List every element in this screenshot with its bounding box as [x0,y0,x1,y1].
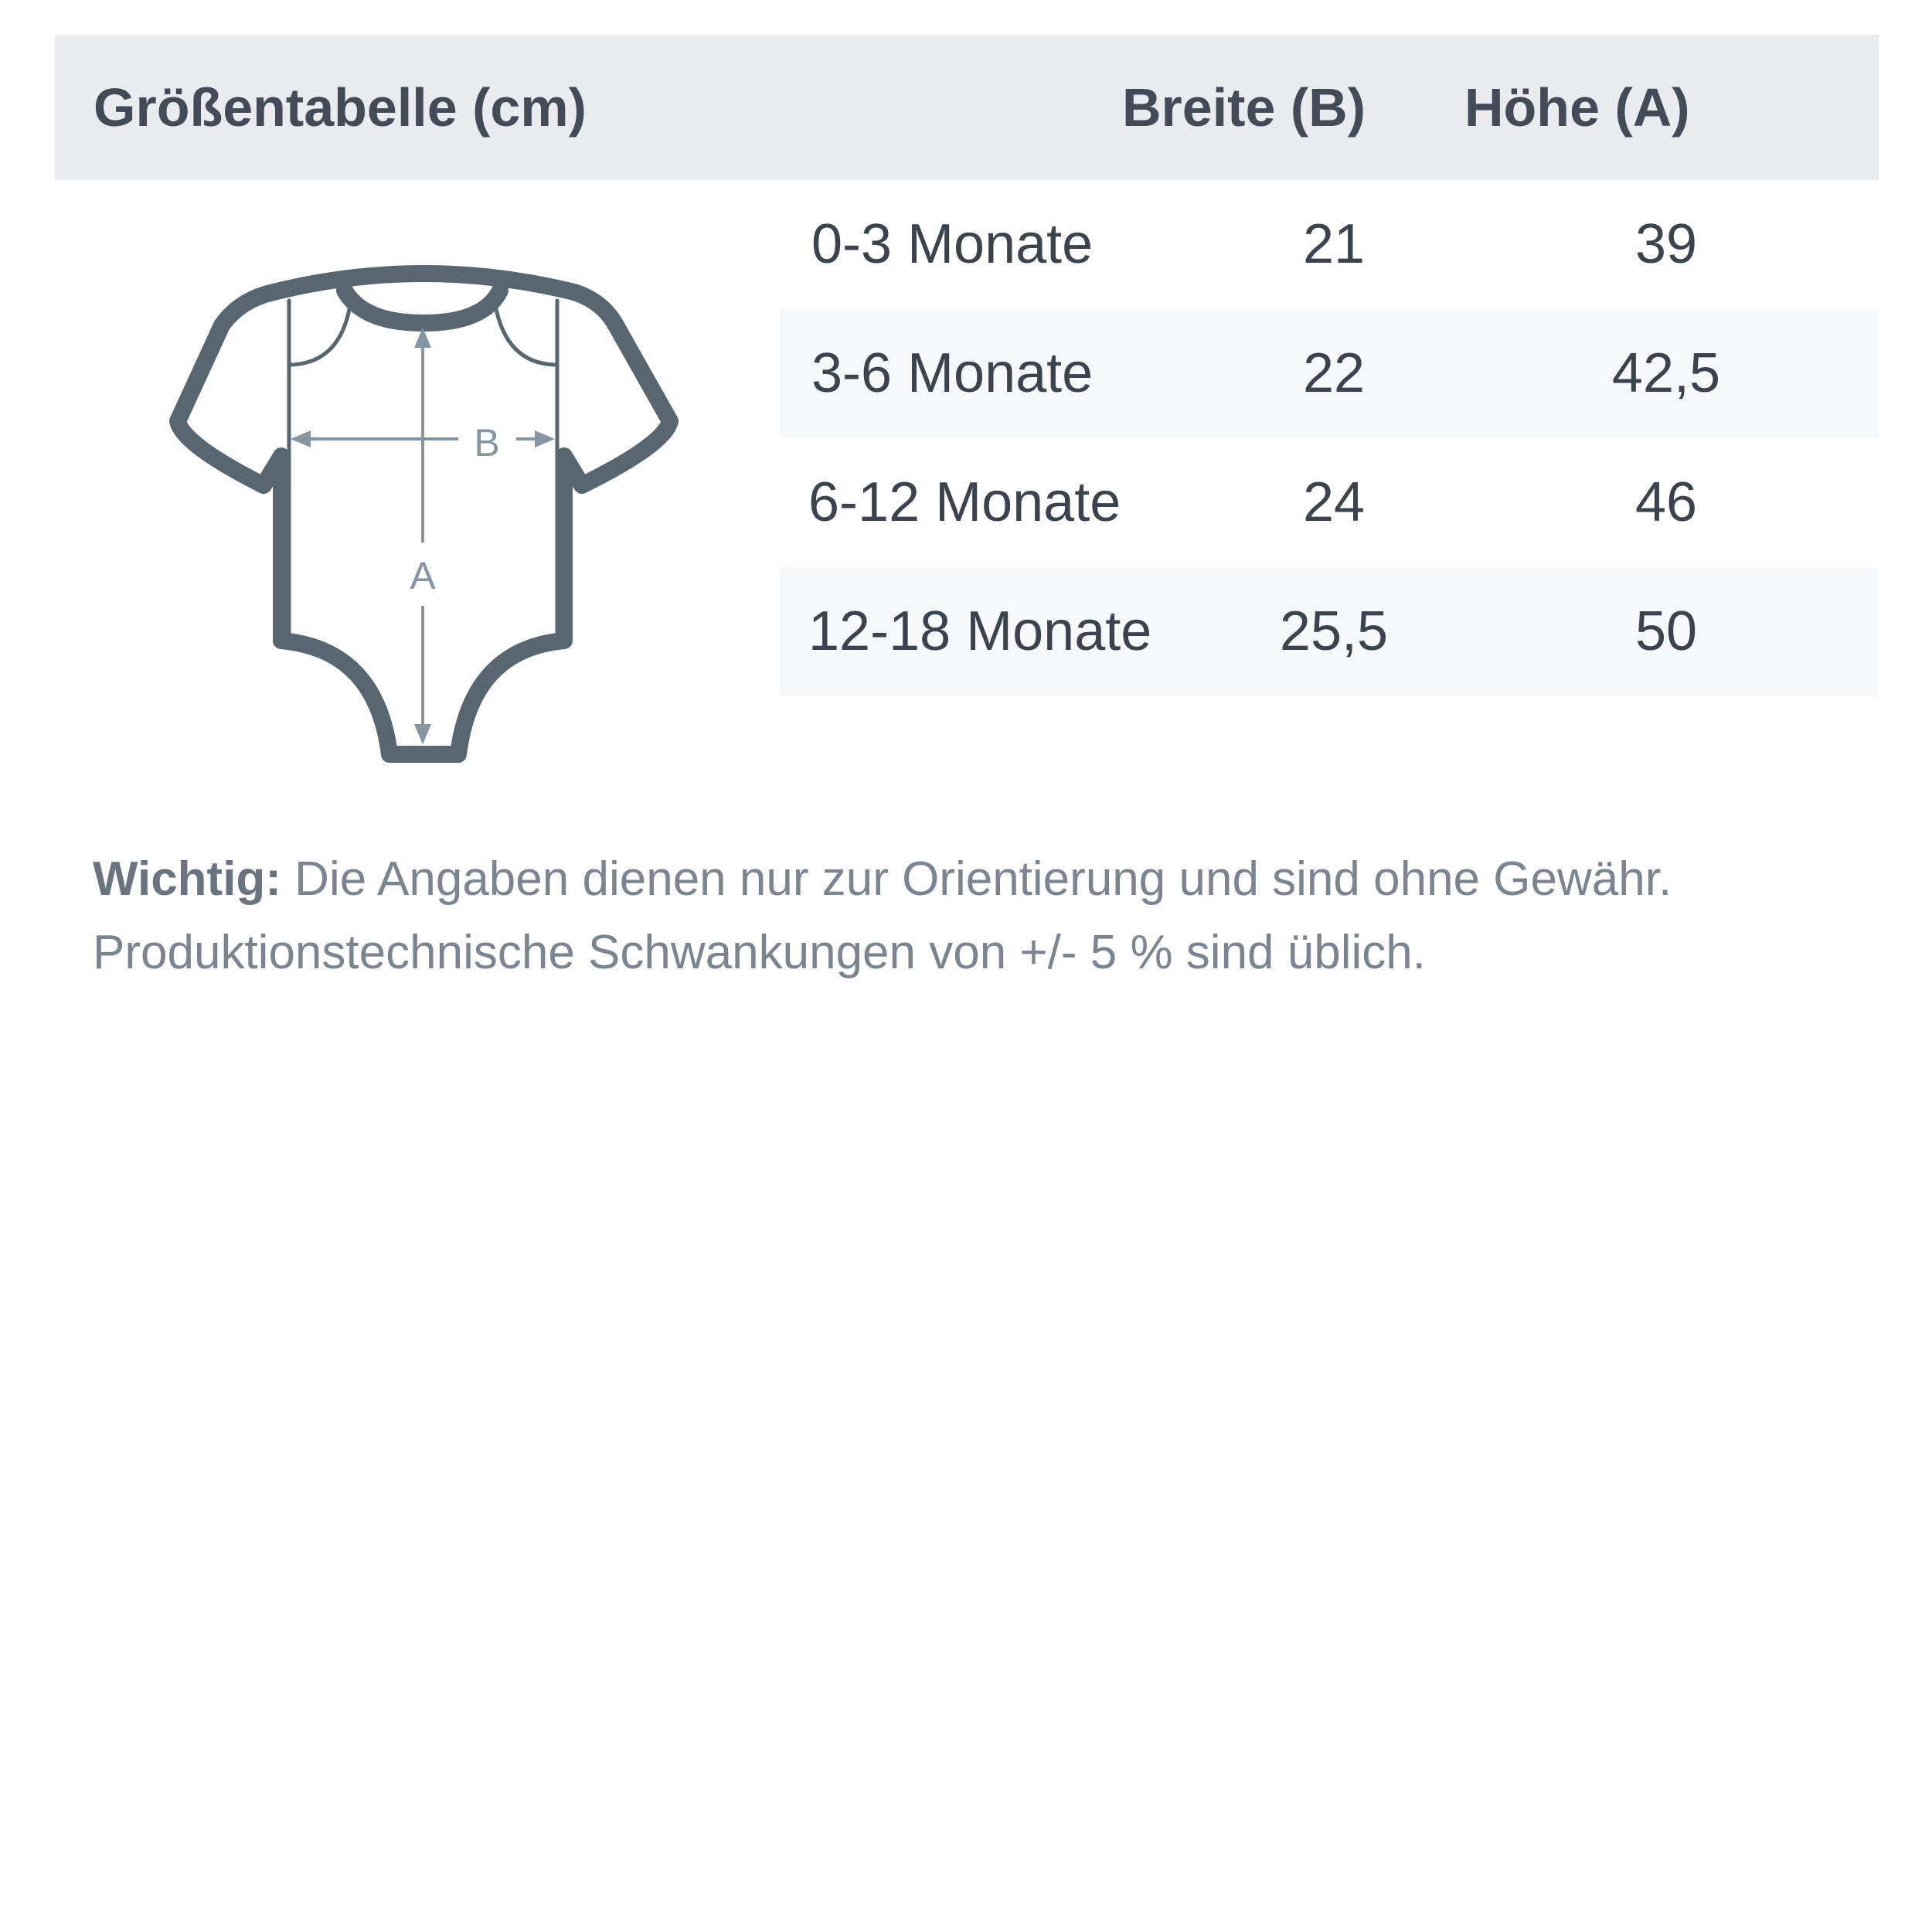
label-a: A [410,554,436,597]
table-row: 12-18 Monate 25,5 50 [781,567,1879,696]
size-cell: 12-18 Monate [808,600,1152,662]
table-row: 6-12 Monate 24 46 [781,438,1879,567]
width-cell: 21 [1302,213,1366,275]
width-cell: 22 [1302,342,1366,404]
arrow-head-icon [413,724,432,745]
table-header: Größentabelle (cm) Breite (B) Höhe (A) [55,35,1879,180]
arrow-head-icon [535,430,556,448]
width-cell: 24 [1302,471,1366,533]
table-row: 3-6 Monate 22 42,5 [781,309,1879,438]
width-cell: 25,5 [1279,600,1389,662]
height-cell: 39 [1634,213,1698,275]
size-cell: 6-12 Monate [808,471,1121,533]
label-b: B [474,421,499,464]
table-title: Größentabelle (cm) [94,77,587,138]
note-text: Die Angaben dienen nur zur Orientierung … [281,852,1672,906]
shoulder-seam-right [493,303,557,367]
bodysuit-outline [169,265,679,763]
column-header-width: Breite (B) [1122,77,1366,138]
table-row: 0-3 Monate 21 39 [781,180,1879,309]
arrow-head-icon [413,327,432,348]
size-cell: 0-3 Monate [811,213,1094,275]
note-line2: Produktionstechnische Schwankungen von +… [93,926,1426,979]
arrow-head-icon [290,430,311,448]
baby-bodysuit-diagram: B A [169,265,679,763]
note-label: Wichtig: [93,852,281,906]
size-cell: 3-6 Monate [811,342,1094,404]
height-cell: 42,5 [1611,342,1721,404]
height-cell: 50 [1634,600,1698,662]
column-header-height: Höhe (A) [1464,77,1690,138]
height-cell: 46 [1634,471,1698,533]
neckline [336,282,509,332]
disclaimer-note: Wichtig: Die Angaben dienen nur zur Orie… [93,842,1870,989]
shoulder-seam-left [288,303,352,367]
